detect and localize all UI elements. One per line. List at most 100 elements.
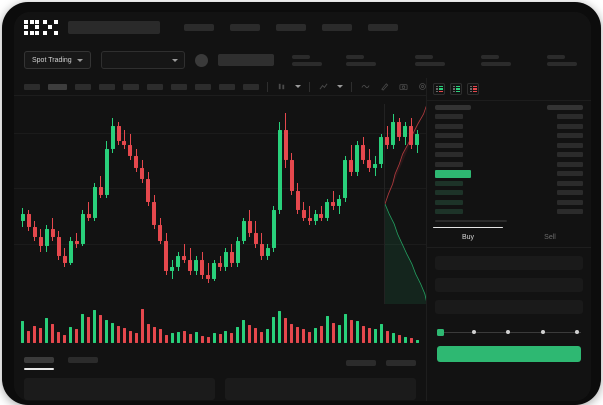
timeframe-button-4[interactable] [99,83,115,90]
tab-label [24,357,54,363]
orderbook-row-ask-5[interactable] [435,150,583,160]
pencil-icon[interactable] [379,81,390,92]
orderbook-qty [435,180,463,186]
orderbook-price [557,190,583,196]
slider-tick-100[interactable] [575,330,580,334]
bottom-tab-order-history[interactable] [68,357,98,363]
volume-bar [63,335,67,343]
slider-tick-75[interactable] [540,330,545,334]
avatar[interactable] [194,53,208,67]
nav-item-5[interactable] [367,23,398,31]
line-wave-icon[interactable] [360,81,371,92]
nav-item-2[interactable] [229,23,260,31]
order-total-field[interactable] [435,299,583,314]
orderbook-qty [435,199,463,205]
orders-panel [14,351,426,401]
candlestick-type-icon[interactable] [276,81,287,92]
volume-bar [51,323,55,343]
orderbook-price [557,209,583,215]
bottom-action-2[interactable] [386,360,416,367]
volume-bar [319,326,323,343]
orderbook-mode-bids[interactable] [450,83,462,95]
amount-percent-slider[interactable] [437,328,581,338]
order-amount-field[interactable] [435,277,583,292]
settings-gear-icon[interactable] [417,81,428,92]
orderbook-row-bid-3[interactable] [435,198,583,208]
nav-item-1[interactable] [183,23,214,31]
orderbook-col-qty [435,105,471,110]
bottom-card-left[interactable] [24,377,215,400]
camera-icon[interactable] [398,81,409,92]
volume-bar [81,313,85,343]
slider-handle[interactable] [437,328,444,336]
stat-block-5 [547,54,577,66]
orderbook-row-ask-6[interactable] [435,160,583,170]
orderbook-rows[interactable] [427,112,591,217]
indicators-icon[interactable] [318,81,329,92]
slider-tick-25[interactable] [471,330,476,334]
pair-stats-left [291,54,380,66]
orderbook-row-bid-1[interactable] [435,179,583,189]
bottom-card-right[interactable] [225,377,416,400]
timeframe-button-3[interactable] [75,83,91,90]
search-input[interactable] [67,20,160,34]
timeframe-button-5[interactable] [123,83,139,90]
order-price-field[interactable] [435,255,583,270]
trading-mode-button[interactable]: Spot Trading [24,51,91,69]
chevron-down-icon[interactable] [337,85,343,88]
timeframe-button-7[interactable] [171,83,187,90]
slider-tick-50[interactable] [506,330,511,334]
orders-actions [346,360,416,367]
orderbook-row-ask-1[interactable] [435,112,583,122]
depth-svg [385,104,426,304]
volume-bar [176,331,180,343]
timeframe-button-10[interactable] [243,83,259,90]
orderbook-qty [435,123,463,129]
orderbook-header [427,101,591,112]
volume-bar [212,332,216,343]
pair-select[interactable] [100,51,185,69]
bottom-action-1[interactable] [346,360,376,367]
volume-bar [182,330,186,343]
orderbook-mode-both[interactable] [433,83,445,95]
tab-buy[interactable]: Buy [427,226,509,247]
timeframe-button-9[interactable] [219,83,235,90]
orderbook-row-bid-2[interactable] [435,188,583,198]
chevron-down-icon[interactable] [295,85,301,88]
orderbook-row-ask-4[interactable] [435,141,583,151]
orderbook-price [557,123,583,129]
nav-item-3[interactable] [275,23,306,31]
price-chart[interactable] [14,96,426,351]
account-name [217,54,274,66]
orderbook-row-ask-2[interactable] [435,122,583,132]
orderbook-price [557,199,583,205]
okx-logo-icon[interactable] [24,19,58,35]
volume-bar [117,326,120,343]
place-buy-order-button[interactable] [437,345,581,362]
bottom-tab-open-orders[interactable] [24,357,54,370]
volume-bar [343,313,347,343]
volume-bar [349,320,353,343]
timeframe-button-6[interactable] [147,83,163,90]
orderbook-row-ask-3[interactable] [435,131,583,141]
orderbook-row-bid-4[interactable] [435,207,583,217]
volume-bar [260,331,264,343]
volume-bar [403,337,407,343]
volume-bar [170,332,174,343]
nav-item-4[interactable] [321,23,352,31]
volume-bar [27,330,31,343]
timeframe-button-1[interactable] [24,83,40,90]
market-depth-chart[interactable] [384,104,426,304]
orderbook-scrollbar[interactable] [435,219,507,222]
timeframe-button-8[interactable] [195,83,211,90]
volume-bar [284,318,288,343]
volume-bar [206,337,210,343]
tab-sell[interactable]: Sell [544,233,556,241]
chart-toolbar [14,78,591,96]
orderbook-row-last[interactable] [435,169,583,179]
timeframe-button-2[interactable] [48,83,67,90]
volume-bar [290,323,294,343]
orderbook-mode-asks[interactable] [467,83,479,95]
